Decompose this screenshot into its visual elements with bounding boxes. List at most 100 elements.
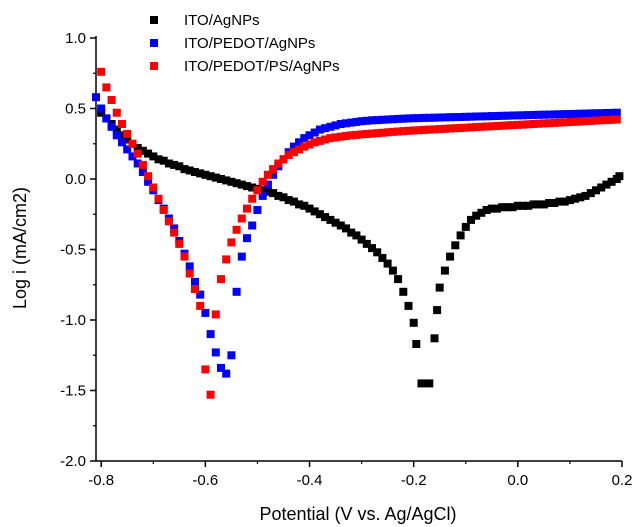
- data-point: [362, 116, 371, 125]
- data-point: [211, 348, 220, 357]
- y-tick-label: -0.5: [60, 242, 86, 259]
- data-point: [305, 131, 314, 140]
- data-point: [201, 170, 210, 179]
- data-point: [456, 113, 465, 121]
- data-point: [196, 169, 205, 178]
- legend-marker: [150, 39, 158, 47]
- data-point: [336, 132, 345, 141]
- data-point: [524, 120, 533, 129]
- data-point: [430, 334, 439, 343]
- data-point: [440, 124, 449, 133]
- data-point: [315, 125, 324, 134]
- data-point: [326, 215, 335, 224]
- data-point: [170, 224, 179, 233]
- data-point: [331, 133, 340, 142]
- data-point: [433, 306, 442, 315]
- data-point: [519, 201, 527, 210]
- series-2: [92, 93, 621, 378]
- data-point: [342, 224, 350, 233]
- data-point: [399, 114, 408, 123]
- data-point: [482, 112, 491, 121]
- data-point: [414, 126, 423, 135]
- data-point: [477, 208, 486, 217]
- data-point: [243, 204, 251, 213]
- data-point: [508, 203, 517, 212]
- data-point: [248, 221, 257, 230]
- data-point: [123, 145, 132, 154]
- data-point: [435, 113, 444, 122]
- data-point: [217, 175, 225, 183]
- data-point: [336, 120, 345, 128]
- legend: ITO/AgNPs ITO/PEDOT/AgNPs ITO/PEDOT/PS/AgN…: [150, 12, 340, 75]
- data-point: [336, 221, 345, 230]
- data-point: [467, 215, 475, 224]
- legend-marker: [150, 16, 158, 24]
- data-point: [612, 108, 621, 117]
- data-point: [321, 213, 330, 222]
- data-point: [342, 132, 350, 140]
- data-point: [576, 109, 585, 118]
- y-tick-label: -1.0: [60, 312, 86, 329]
- data-point: [409, 318, 418, 327]
- x-tick-label: 0.2: [612, 472, 633, 489]
- data-point: [352, 231, 361, 240]
- data-point: [222, 369, 231, 378]
- data-point: [597, 116, 606, 125]
- data-point: [373, 116, 382, 125]
- legend-label: ITO/AgNPs: [184, 12, 260, 29]
- data-point: [310, 207, 319, 216]
- data-point: [597, 109, 606, 118]
- data-point: [118, 120, 126, 128]
- data-point: [602, 180, 611, 189]
- data-point: [347, 118, 356, 127]
- data-point: [539, 200, 548, 209]
- data-point: [279, 155, 288, 164]
- data-point: [451, 113, 460, 122]
- data-point: [263, 180, 272, 189]
- data-point: [565, 196, 574, 205]
- data-point: [482, 206, 491, 214]
- data-point: [477, 112, 486, 121]
- data-point: [243, 234, 251, 243]
- data-point: [378, 128, 387, 137]
- data-point: [144, 172, 153, 181]
- y-tick-label: 0.5: [65, 101, 86, 118]
- data-point: [237, 180, 246, 189]
- data-point: [503, 121, 512, 130]
- data-point: [253, 206, 262, 214]
- data-point: [440, 113, 449, 122]
- data-point: [493, 112, 501, 120]
- data-point: [295, 138, 304, 147]
- data-point: [430, 125, 439, 134]
- data-point: [565, 118, 574, 126]
- data-point: [97, 108, 106, 117]
- data-point: [420, 125, 429, 134]
- data-point: [133, 144, 142, 152]
- data-point: [409, 126, 418, 135]
- data-point: [388, 127, 397, 136]
- data-point: [274, 191, 283, 200]
- data-point: [211, 310, 220, 319]
- data-point: [206, 390, 215, 399]
- data-point: [144, 149, 153, 158]
- data-point: [164, 217, 173, 226]
- data-point: [404, 126, 413, 135]
- data-point: [508, 111, 517, 120]
- data-point: [592, 116, 600, 125]
- data-point: [467, 123, 475, 132]
- data-point: [112, 131, 121, 140]
- data-point: [487, 112, 496, 121]
- data-point: [170, 160, 179, 169]
- data-point: [394, 275, 403, 284]
- data-point: [97, 104, 106, 113]
- x-tick-label: -0.2: [401, 472, 427, 489]
- data-point: [258, 186, 267, 195]
- axes: [95, 36, 622, 462]
- data-point: [550, 118, 559, 127]
- data-point: [180, 165, 189, 174]
- data-point: [615, 172, 624, 181]
- data-point: [498, 203, 507, 212]
- data-point: [310, 128, 319, 137]
- data-point: [274, 159, 283, 168]
- data-point: [326, 122, 335, 131]
